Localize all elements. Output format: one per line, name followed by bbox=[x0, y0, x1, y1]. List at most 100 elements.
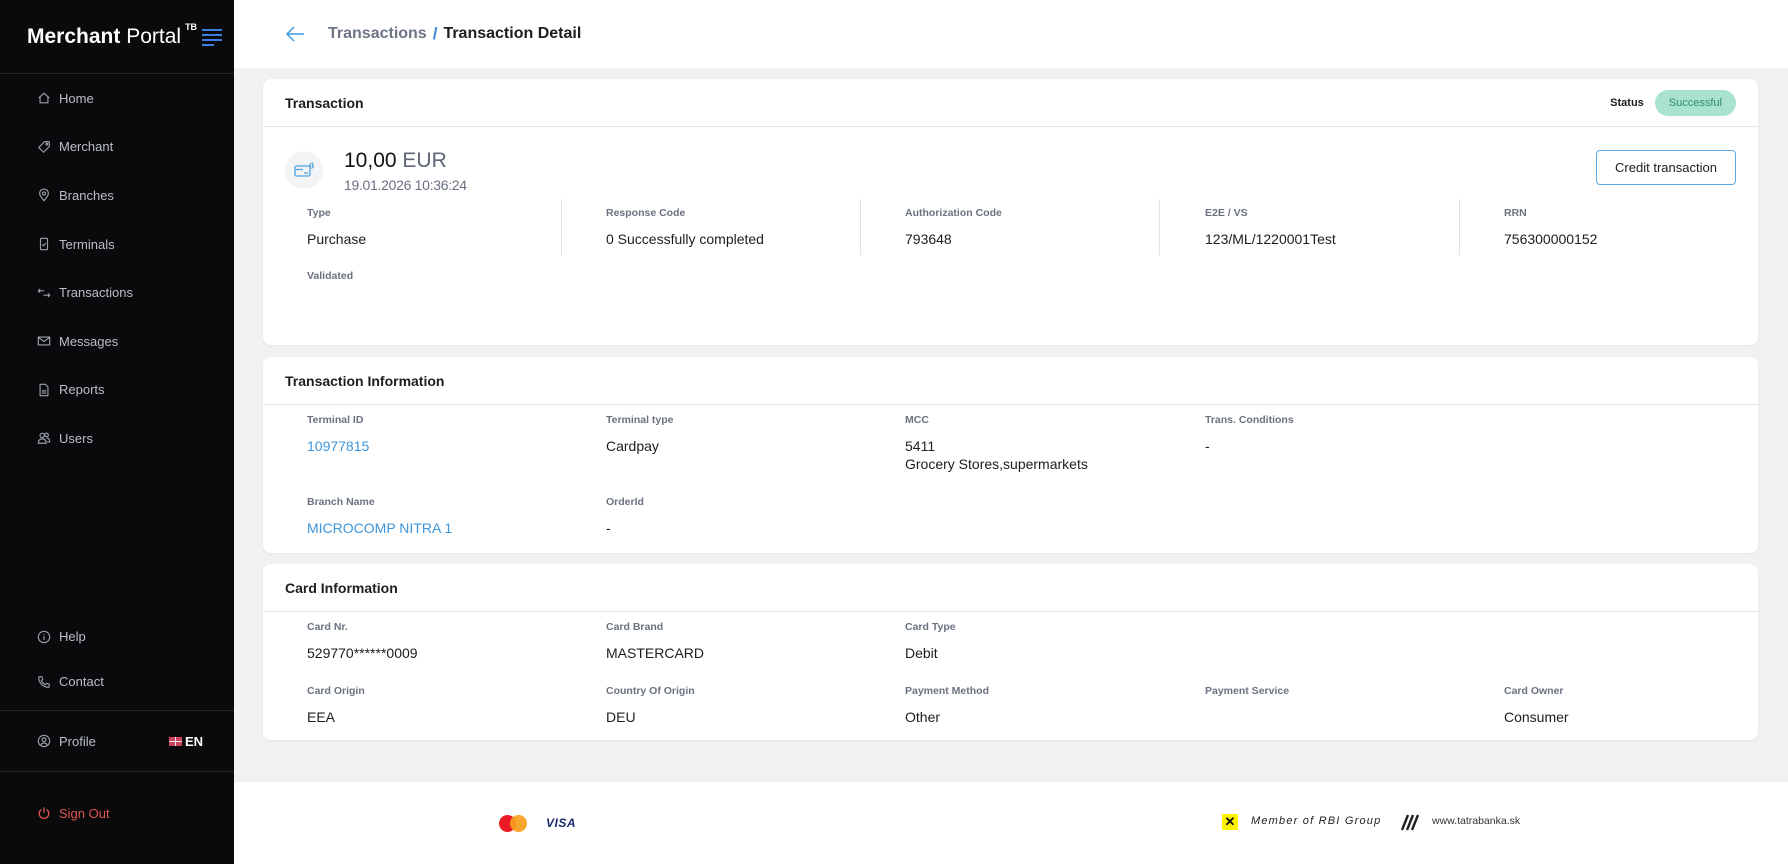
divider bbox=[1459, 199, 1460, 255]
transaction-information-card: Transaction Information Terminal ID 1097… bbox=[263, 357, 1758, 553]
transaction-datetime: 19.01.2026 10:36:24 bbox=[344, 177, 467, 193]
field-trans-conditions: Trans. Conditions - bbox=[1205, 414, 1294, 454]
status-label: Status bbox=[1610, 97, 1644, 109]
terminal-id-link[interactable]: 10977815 bbox=[307, 438, 370, 454]
top-bar: Transactions / Transaction Detail bbox=[234, 0, 1788, 68]
visa-logo: VISA bbox=[546, 816, 577, 830]
card-title: Card Information bbox=[285, 579, 398, 596]
tatra-banka-logo-icon bbox=[1400, 814, 1420, 831]
field-card-origin: Card Origin EEA bbox=[307, 685, 365, 725]
card-information-card: Card Information Card Nr. 529770******00… bbox=[263, 564, 1758, 740]
hamburger-menu-icon[interactable] bbox=[202, 29, 222, 46]
users-icon bbox=[37, 431, 51, 445]
field-terminal-type: Terminal type Cardpay bbox=[606, 414, 674, 454]
document-icon bbox=[37, 383, 51, 397]
sidebar-item-label: Contact bbox=[59, 674, 104, 689]
info-icon bbox=[37, 630, 51, 644]
transaction-card: Transaction Status Successful 10,00 EUR … bbox=[263, 79, 1758, 345]
field-branch-name: Branch Name MICROCOMP NITRA 1 bbox=[307, 496, 453, 536]
card-header: Transaction Status Successful bbox=[263, 79, 1758, 127]
page-title: Transaction Detail bbox=[443, 25, 582, 42]
divider bbox=[0, 771, 234, 772]
field-card-owner: Card Owner Consumer bbox=[1504, 685, 1569, 725]
phone-icon bbox=[37, 675, 51, 689]
field-country-of-origin: Country Of Origin DEU bbox=[606, 685, 695, 725]
uk-flag-icon bbox=[169, 736, 182, 746]
field-payment-method: Payment Method Other bbox=[905, 685, 990, 725]
rbi-logo-icon: ✕ bbox=[1222, 814, 1238, 830]
credit-transaction-button[interactable]: Credit transaction bbox=[1596, 150, 1736, 185]
terminal-icon bbox=[37, 237, 51, 251]
brand-superscript: TB bbox=[185, 21, 198, 32]
sidebar-item-home[interactable]: Home bbox=[0, 74, 234, 123]
status-badge: Successful bbox=[1654, 90, 1736, 116]
sidebar-item-messages[interactable]: Messages bbox=[0, 317, 234, 366]
amount: 10,00 EUR bbox=[344, 149, 447, 172]
field-payment-service: Payment Service bbox=[1205, 685, 1290, 697]
sidebar-item-label: Users bbox=[59, 430, 93, 446]
sign-out-label: Sign Out bbox=[59, 805, 110, 821]
field-terminal-id: Terminal ID 10977815 bbox=[307, 414, 370, 454]
amount-row: 10,00 EUR 19.01.2026 10:36:24 Credit tra… bbox=[263, 127, 1758, 207]
sign-out-button[interactable]: Sign Out bbox=[0, 772, 234, 854]
contactless-card-icon bbox=[285, 151, 323, 189]
divider bbox=[860, 199, 861, 255]
app-title: Merchant Portal bbox=[27, 24, 182, 48]
field-authorization-code: Authorization Code 793648 bbox=[905, 207, 1002, 247]
sidebar-item-label: Reports bbox=[59, 382, 105, 398]
field-card-number: Card Nr. 529770******0009 bbox=[307, 621, 418, 661]
branch-name-link[interactable]: MICROCOMP NITRA 1 bbox=[307, 520, 453, 536]
sidebar: Merchant Portal TB Home Merchant Branche… bbox=[0, 0, 234, 864]
breadcrumb: Transactions / Transaction Detail bbox=[328, 24, 581, 44]
sidebar-item-reports[interactable]: Reports bbox=[0, 366, 234, 415]
card-title: Transaction bbox=[285, 94, 364, 111]
field-response-code: Response Code 0 Successfully completed bbox=[606, 207, 764, 247]
field-validated: Validated bbox=[307, 270, 354, 282]
language-code: EN bbox=[185, 733, 204, 749]
card-info-fields: Card Nr. 529770******0009 Card Brand MAS… bbox=[263, 612, 1758, 740]
field-mcc: MCC 5411 Grocery Stores,supermarkets bbox=[905, 414, 1088, 472]
map-pin-icon bbox=[37, 188, 51, 203]
back-arrow-icon[interactable] bbox=[284, 23, 306, 45]
field-e2e-vs: E2E / VS 123/ML/1220001Test bbox=[1205, 207, 1336, 247]
field-order-id: OrderId - bbox=[606, 496, 644, 536]
sidebar-item-help[interactable]: Help bbox=[0, 614, 234, 659]
sidebar-item-label: Home bbox=[59, 90, 94, 106]
sidebar-item-profile[interactable]: Profile EN bbox=[0, 711, 234, 771]
sidebar-item-users[interactable]: Users bbox=[0, 414, 234, 463]
user-circle-icon bbox=[37, 734, 51, 748]
breadcrumb-transactions[interactable]: Transactions bbox=[328, 25, 427, 42]
website-link[interactable]: www.tatrabanka.sk bbox=[1432, 815, 1521, 827]
sidebar-nav: Home Merchant Branches Terminals Transac… bbox=[0, 74, 234, 463]
sidebar-item-label: Messages bbox=[59, 333, 119, 349]
sidebar-item-merchant[interactable]: Merchant bbox=[0, 123, 234, 172]
sidebar-item-branches[interactable]: Branches bbox=[0, 171, 234, 220]
sidebar-item-label: Branches bbox=[59, 187, 114, 203]
mastercard-logo-icon bbox=[499, 815, 527, 832]
transaction-fields: Type Purchase Response Code 0 Successful… bbox=[263, 199, 1758, 343]
mail-icon bbox=[37, 334, 51, 348]
power-icon bbox=[38, 807, 50, 819]
divider bbox=[561, 199, 562, 255]
field-rrn: RRN 756300000152 bbox=[1504, 207, 1598, 247]
sidebar-item-transactions[interactable]: Transactions bbox=[0, 268, 234, 317]
transfer-arrows-icon bbox=[37, 286, 51, 300]
sidebar-bottom: Help Contact Profile EN Sign Out bbox=[0, 614, 234, 854]
home-icon bbox=[37, 91, 51, 105]
sidebar-item-terminals[interactable]: Terminals bbox=[0, 220, 234, 269]
field-card-type: Card Type Debit bbox=[905, 621, 956, 661]
status: Status Successful bbox=[1610, 90, 1736, 116]
sidebar-item-label: Merchant bbox=[59, 139, 114, 155]
field-type: Type Purchase bbox=[307, 207, 367, 247]
profile-label: Profile bbox=[59, 733, 96, 749]
tag-icon bbox=[37, 140, 51, 154]
language-selector[interactable]: EN bbox=[169, 734, 203, 749]
sidebar-item-label: Help bbox=[59, 629, 86, 644]
card-title: Transaction Information bbox=[285, 372, 445, 389]
sidebar-item-contact[interactable]: Contact bbox=[0, 659, 234, 704]
field-card-brand: Card Brand MASTERCARD bbox=[606, 621, 705, 661]
rbi-member-text: Member of RBI Group bbox=[1251, 815, 1382, 827]
divider bbox=[0, 710, 234, 711]
transaction-info-fields: Terminal ID 10977815 Terminal type Cardp… bbox=[263, 405, 1758, 553]
breadcrumb-separator: / bbox=[432, 24, 438, 43]
